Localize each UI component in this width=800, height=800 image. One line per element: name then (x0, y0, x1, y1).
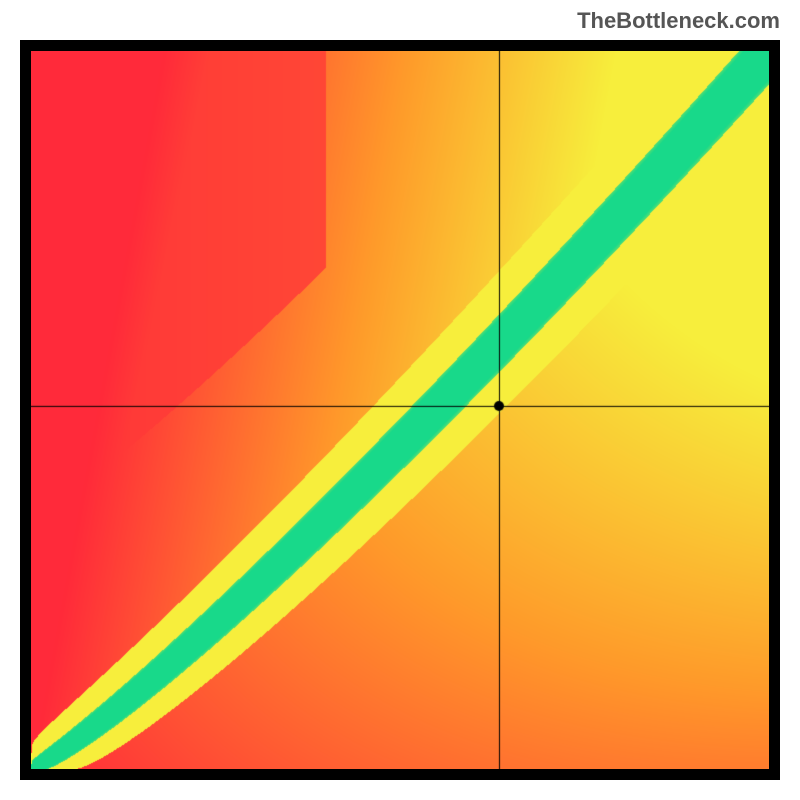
bottleneck-heatmap-canvas (31, 51, 769, 769)
chart-container: TheBottleneck.com (0, 0, 800, 800)
watermark-text: TheBottleneck.com (577, 8, 780, 34)
chart-frame (20, 40, 780, 780)
